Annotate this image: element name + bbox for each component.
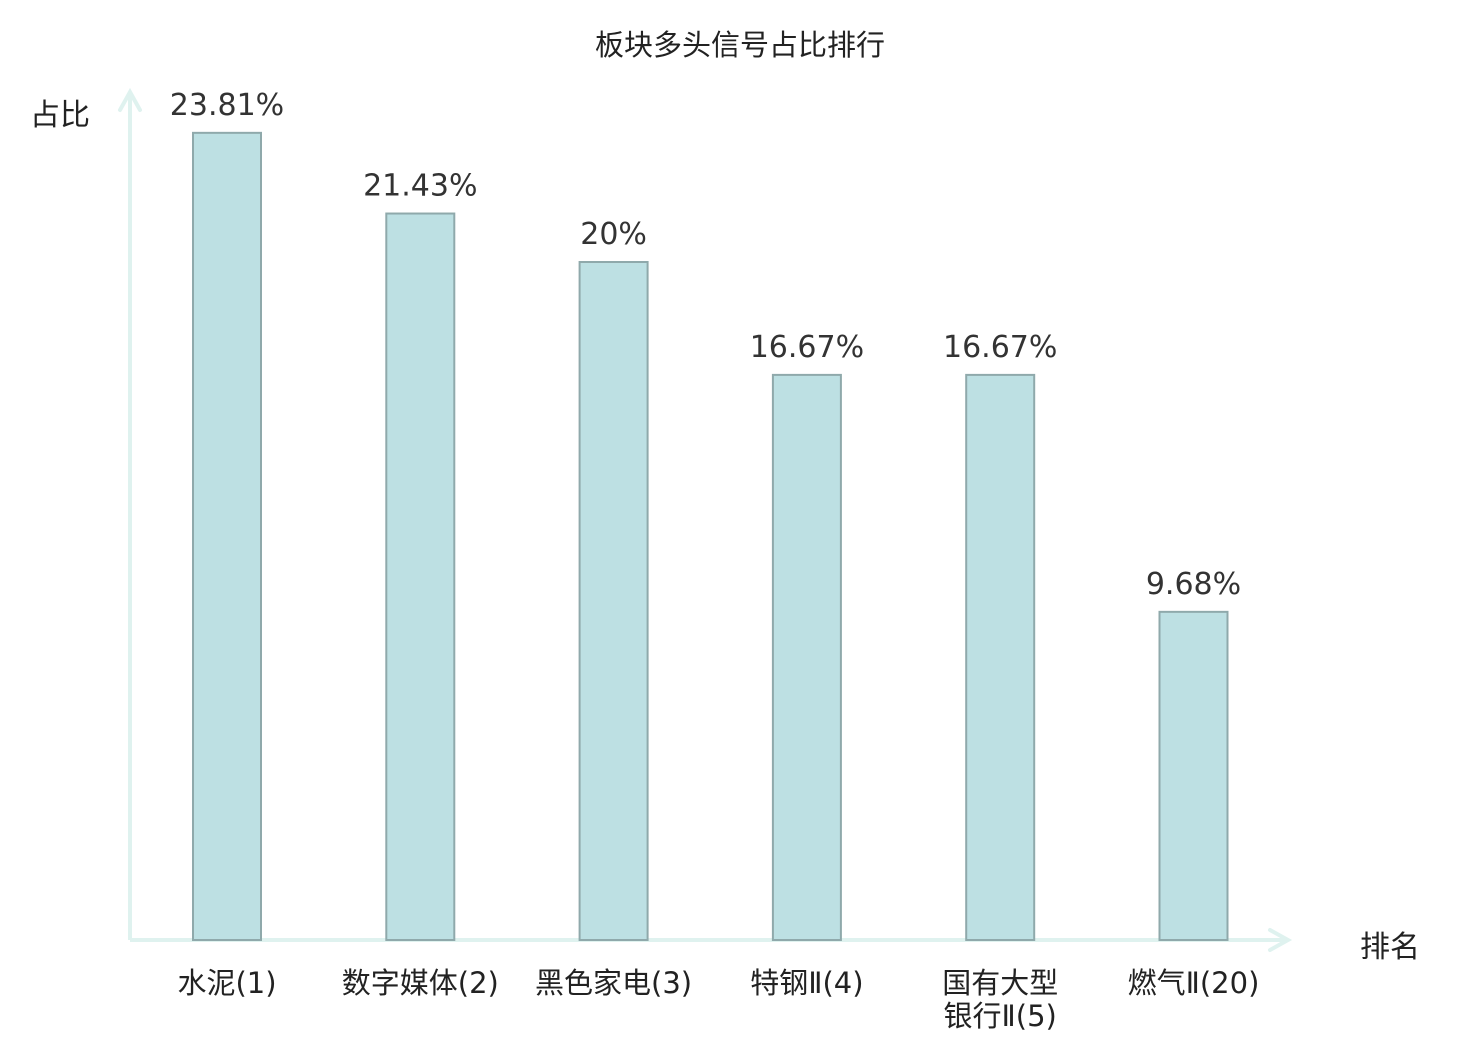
- category-label-2: 数字媒体(2): [342, 966, 499, 1000]
- category-label-5-line-1: 国有大型: [942, 966, 1058, 1000]
- value-label-6: 9.68%: [1146, 567, 1241, 602]
- category-label-1: 水泥(1): [177, 966, 276, 1000]
- x-axis-label: 排名: [1360, 930, 1420, 965]
- y-axis-arrow-icon: [118, 87, 142, 112]
- y-axis-label: 占比: [30, 98, 90, 133]
- bar-4: [771, 373, 842, 941]
- category-label-4: 特钢Ⅱ(4): [750, 966, 863, 1000]
- bar-5: [965, 373, 1036, 941]
- value-label-2: 21.43%: [363, 169, 477, 204]
- x-axis-arrow-icon: [1268, 928, 1293, 952]
- bar-1: [192, 131, 262, 941]
- value-label-1: 23.81%: [170, 88, 284, 123]
- bar-6: [1158, 610, 1229, 942]
- category-label-3: 黑色家电(3): [535, 966, 692, 1000]
- bar-3: [578, 261, 649, 941]
- value-label-3: 20%: [580, 217, 647, 252]
- value-label-4: 16.67%: [750, 330, 864, 365]
- category-label-5-line-2: 银行Ⅱ(5): [944, 999, 1057, 1033]
- bar-2: [385, 212, 456, 941]
- value-label-5: 16.67%: [943, 330, 1057, 365]
- category-label-6: 燃气Ⅱ(20): [1128, 966, 1260, 1000]
- chart-title: 板块多头信号占比排行: [594, 28, 885, 62]
